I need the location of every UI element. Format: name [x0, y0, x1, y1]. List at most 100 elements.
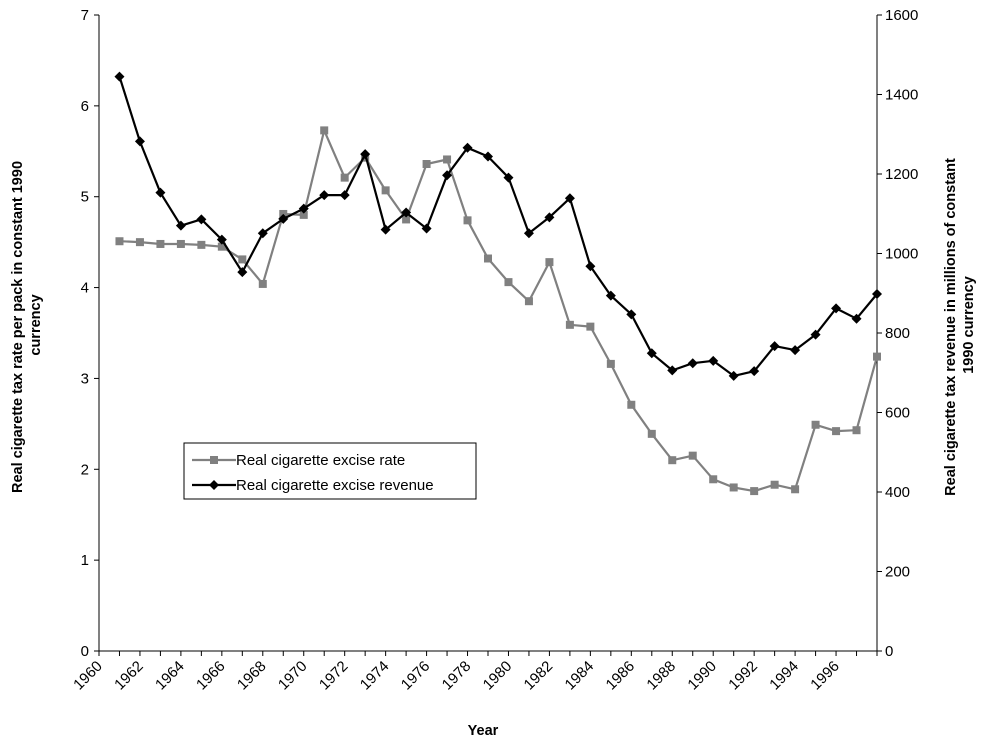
x-tick-label: 1996: [807, 658, 843, 694]
data-point: [258, 279, 267, 288]
data-point: [873, 352, 881, 361]
data-point: [831, 303, 842, 314]
data-point: [114, 71, 125, 82]
data-point: [156, 239, 165, 248]
x-tick-label: 1982: [521, 658, 557, 694]
x-tick-label: 1994: [766, 658, 802, 694]
data-point: [237, 267, 248, 278]
data-point: [504, 278, 513, 287]
data-point: [360, 149, 371, 160]
data-point: [544, 212, 555, 223]
x-tick-label: 1992: [725, 658, 761, 694]
data-point: [564, 193, 575, 204]
y-tick-label-right: 1600: [885, 7, 918, 24]
x-tick-label: 1970: [275, 658, 311, 694]
legend-marker-rate: [210, 456, 218, 464]
series-excise-revenue: [114, 71, 882, 381]
y-tick-label-right: 1200: [885, 166, 918, 183]
x-tick-label: 1964: [152, 658, 188, 694]
data-point: [832, 427, 841, 436]
x-tick-label: 1980: [480, 658, 516, 694]
series-layer: [114, 71, 882, 496]
data-point: [298, 203, 309, 214]
y-tick-label-left: 1: [81, 552, 89, 569]
series-excise-rate: [115, 126, 881, 496]
data-point: [443, 155, 452, 164]
data-point: [708, 355, 719, 366]
data-point: [483, 151, 493, 162]
data-point: [135, 238, 144, 247]
y-tick-label-left: 3: [81, 370, 89, 387]
y-tick-label-right: 800: [885, 325, 910, 342]
data-point: [687, 358, 698, 369]
y-tick-label-left: 4: [81, 280, 89, 297]
y-axis-right-title-line-1: Real cigarette tax revenue in millions o…: [943, 158, 959, 496]
x-tick-label: 1984: [562, 658, 598, 694]
data-point: [791, 485, 800, 494]
y-tick-label-right: 400: [885, 484, 910, 501]
x-tick-label: 1974: [357, 658, 393, 694]
data-point: [728, 370, 739, 381]
x-tick-label: 1986: [603, 658, 639, 694]
data-point: [217, 242, 226, 251]
data-point: [626, 309, 637, 320]
x-tick-label: 1988: [643, 658, 679, 694]
legend-label-rate: Real cigarette excise rate: [236, 452, 405, 469]
data-point: [667, 365, 678, 376]
legend-label-revenue: Real cigarette excise revenue: [236, 477, 434, 494]
data-point: [175, 220, 186, 231]
y-tick-label-right: 1000: [885, 246, 918, 263]
data-point: [688, 451, 697, 460]
data-point: [299, 210, 308, 219]
data-point: [422, 160, 431, 169]
data-point: [749, 366, 760, 377]
data-point: [646, 348, 657, 359]
data-point: [810, 329, 821, 340]
data-point: [729, 483, 738, 492]
data-point: [462, 142, 473, 153]
data-point: [770, 480, 779, 489]
data-point: [278, 213, 289, 224]
y-axis-left-title: Real cigarette tax rate per pack in cons…: [10, 157, 44, 493]
data-point: [216, 234, 227, 245]
data-point: [320, 126, 329, 135]
data-point: [790, 345, 801, 356]
data-point: [503, 172, 514, 183]
data-point: [627, 400, 636, 409]
data-point: [238, 255, 247, 264]
data-point: [197, 240, 206, 249]
series-line: [118, 76, 878, 377]
data-point: [545, 258, 554, 267]
x-tick-label: 1976: [398, 658, 434, 694]
series-line: [119, 129, 879, 493]
y-tick-label-left: 7: [81, 7, 89, 24]
data-point: [381, 186, 390, 195]
legend-box: [183, 442, 477, 500]
data-point: [565, 320, 574, 329]
data-point: [647, 429, 656, 438]
x-tick-label: 1990: [684, 658, 720, 694]
x-tick-label: 1966: [193, 658, 229, 694]
x-tick-label: 1960: [70, 658, 106, 694]
data-point: [401, 207, 412, 218]
legend: Real cigarette excise rate Real cigarett…: [183, 442, 477, 500]
data-point: [134, 136, 145, 147]
data-point: [750, 487, 759, 496]
data-point: [668, 456, 677, 465]
data-point: [606, 359, 615, 368]
y-tick-label-left: 0: [81, 643, 89, 660]
y-tick-label-left: 6: [81, 98, 89, 115]
data-point: [339, 190, 350, 201]
data-point: [421, 223, 432, 234]
x-tick-label: 1968: [234, 658, 270, 694]
data-point: [442, 170, 453, 181]
data-point: [340, 173, 349, 182]
data-point: [484, 254, 492, 263]
y-axis-right-title-line-2: 1990 currency: [961, 276, 977, 374]
data-point: [709, 475, 718, 484]
x-tick-label: 1962: [111, 658, 147, 694]
y-tick-label-right: 0: [885, 643, 893, 660]
data-point: [257, 228, 268, 239]
y-axis-left-title-line-1: Real cigarette tax rate per pack in cons…: [10, 161, 26, 493]
x-tick-label: 1978: [439, 658, 475, 694]
